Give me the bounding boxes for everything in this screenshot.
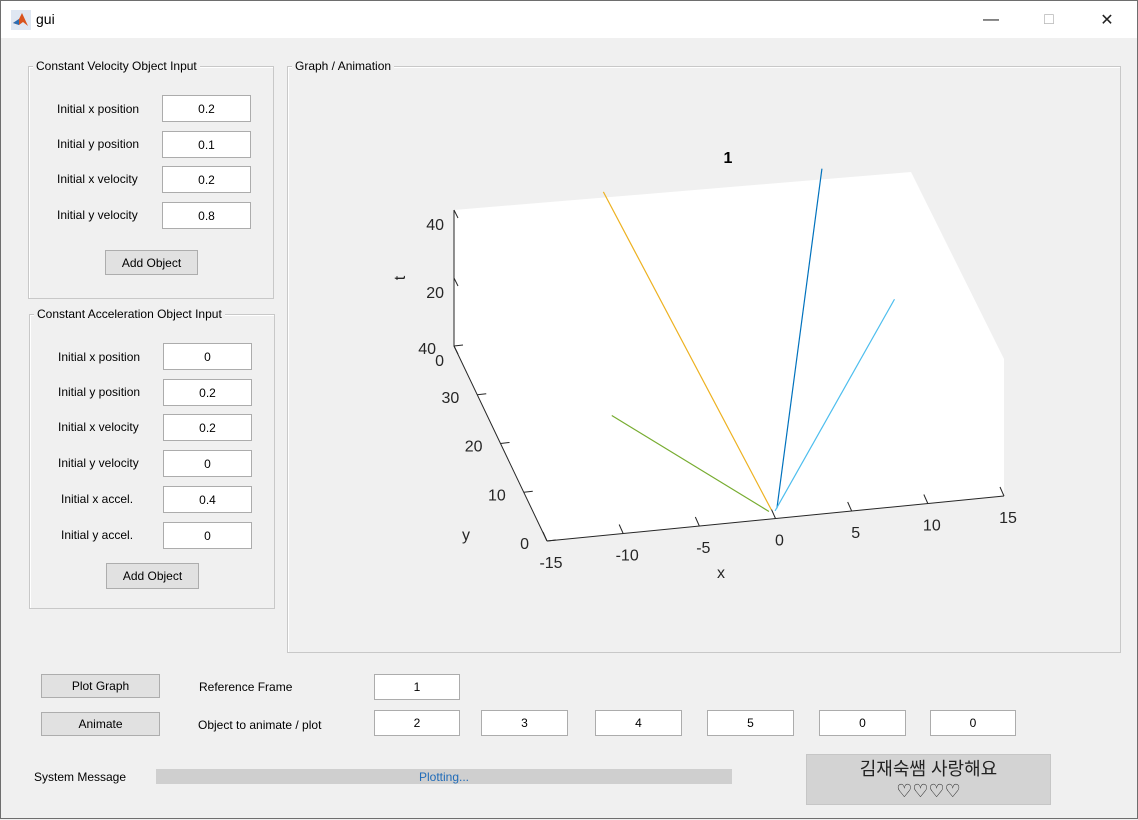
- y-tick: [546, 539, 557, 542]
- system-message-text: Plotting...: [418, 769, 470, 784]
- system-message-bar: Plotting...: [156, 769, 732, 784]
- minimize-button[interactable]: —: [968, 1, 1014, 38]
- matlab-logo-icon: [11, 10, 31, 30]
- reference-frame-label: Reference Frame: [199, 680, 293, 694]
- system-message-label: System Message: [34, 770, 127, 784]
- series-line-2: [602, 191, 772, 511]
- message-box: 김재숙쌤 사랑해요 ♡♡♡♡: [806, 754, 1051, 805]
- ca-x-position-input[interactable]: 0: [163, 343, 252, 370]
- x-tick: [694, 516, 700, 527]
- t-tick-label: 0: [435, 353, 444, 370]
- cv-x-velocity-label: Initial x velocity: [57, 172, 138, 186]
- message-line-1: 김재숙쌤 사랑해요: [859, 758, 998, 779]
- ca-y-velocity-label: Initial y velocity: [58, 456, 139, 470]
- maximize-button[interactable]: □: [1026, 1, 1072, 38]
- close-button[interactable]: ✕: [1084, 1, 1130, 38]
- object-input-4[interactable]: 5: [707, 710, 794, 736]
- x-tick-label: 15: [999, 510, 1017, 527]
- ca-x-position-label: Initial x position: [58, 350, 141, 364]
- cv-x-position-input[interactable]: 0.2: [162, 95, 251, 122]
- title-bar: gui — □ ✕: [1, 1, 1137, 38]
- x-tick: [771, 509, 776, 519]
- t-tick: [453, 345, 459, 355]
- series-line-1: [776, 168, 823, 509]
- x-axis-label: x: [717, 565, 725, 582]
- y-tick-label: 30: [441, 390, 459, 407]
- x-tick-label: -15: [539, 555, 562, 572]
- cv-x-velocity-input[interactable]: 0.2: [162, 166, 251, 193]
- y-tick: [477, 393, 487, 396]
- t-axis-label: t: [392, 275, 409, 280]
- cv-y-position-label: Initial y position: [57, 137, 140, 151]
- x-tick-label: 10: [923, 518, 941, 535]
- plot-graph-button[interactable]: Plot Graph: [41, 674, 160, 698]
- t-tick-label: 20: [426, 285, 444, 302]
- x-tick: [847, 501, 853, 512]
- x-tick: [923, 494, 929, 504]
- x-tick: [542, 531, 548, 542]
- object-input-2[interactable]: 3: [481, 710, 568, 736]
- y-tick-label: 0: [520, 536, 529, 553]
- ca-y-accel-label: Initial y accel.: [61, 528, 134, 542]
- ca-add-object-button[interactable]: Add Object: [106, 563, 199, 589]
- ca-y-accel-input[interactable]: 0: [163, 522, 252, 549]
- cv-x-position-label: Initial x position: [57, 102, 140, 116]
- y-tick-label: 40: [418, 341, 436, 358]
- object-input-6[interactable]: 0: [930, 710, 1016, 736]
- plot-lines: [602, 168, 896, 512]
- y-tick-label: 10: [488, 487, 506, 504]
- object-input-3[interactable]: 4: [595, 710, 682, 736]
- plot-title: 1: [724, 150, 733, 167]
- x-tick-label: 0: [775, 533, 784, 550]
- window-title: gui: [36, 11, 55, 27]
- close-icon: ✕: [1100, 11, 1114, 29]
- cv-y-velocity-input[interactable]: 0.8: [162, 202, 251, 229]
- y-axis-label: y: [462, 527, 470, 544]
- t-tick-label: 40: [426, 217, 444, 234]
- minimize-icon: —: [983, 10, 999, 28]
- object-input-5[interactable]: 0: [819, 710, 906, 736]
- ca-y-position-input[interactable]: 0.2: [163, 379, 252, 406]
- x-tick: [999, 486, 1005, 497]
- ca-y-position-label: Initial y position: [58, 385, 141, 399]
- ca-x-accel-label: Initial x accel.: [61, 492, 134, 506]
- series-line-4: [774, 298, 896, 512]
- cv-add-object-button[interactable]: Add Object: [105, 250, 198, 275]
- panel-title: Graph / Animation: [292, 59, 395, 73]
- object-input-1[interactable]: 2: [374, 710, 460, 736]
- y-tick-label: 20: [465, 439, 483, 456]
- reference-frame-input[interactable]: 1: [374, 674, 460, 700]
- animate-button[interactable]: Animate: [41, 712, 160, 736]
- panel-title: Constant Acceleration Object Input: [34, 307, 225, 321]
- y-tick: [500, 442, 510, 444]
- objects-label: Object to animate / plot: [198, 718, 322, 732]
- ca-x-velocity-input[interactable]: 0.2: [163, 414, 252, 441]
- cv-y-velocity-label: Initial y velocity: [57, 208, 138, 222]
- constant-velocity-panel: Constant Velocity Object Input Initial x…: [28, 59, 274, 299]
- x-tick-label: -10: [616, 548, 639, 565]
- ca-y-velocity-input[interactable]: 0: [163, 450, 252, 477]
- t-tick: [453, 277, 459, 287]
- panel-title: Constant Velocity Object Input: [33, 59, 200, 73]
- x-tick-label: 5: [851, 525, 860, 542]
- y-tick: [453, 344, 464, 347]
- x-tick: [618, 524, 624, 534]
- series-line-3: [611, 415, 770, 512]
- y-tick: [523, 490, 533, 493]
- cv-y-position-input[interactable]: 0.1: [162, 131, 251, 158]
- ca-x-accel-input[interactable]: 0.4: [163, 486, 252, 513]
- constant-acceleration-panel: Constant Acceleration Object Input Initi…: [29, 307, 275, 609]
- axes-background: [454, 172, 1004, 541]
- t-tick: [453, 209, 459, 219]
- ca-x-velocity-label: Initial x velocity: [58, 420, 139, 434]
- x-tick-label: -5: [696, 540, 710, 557]
- maximize-icon: □: [1044, 10, 1054, 28]
- graph-panel: Graph / Animation: [287, 59, 1121, 653]
- hearts-text: ♡♡♡♡: [896, 780, 961, 801]
